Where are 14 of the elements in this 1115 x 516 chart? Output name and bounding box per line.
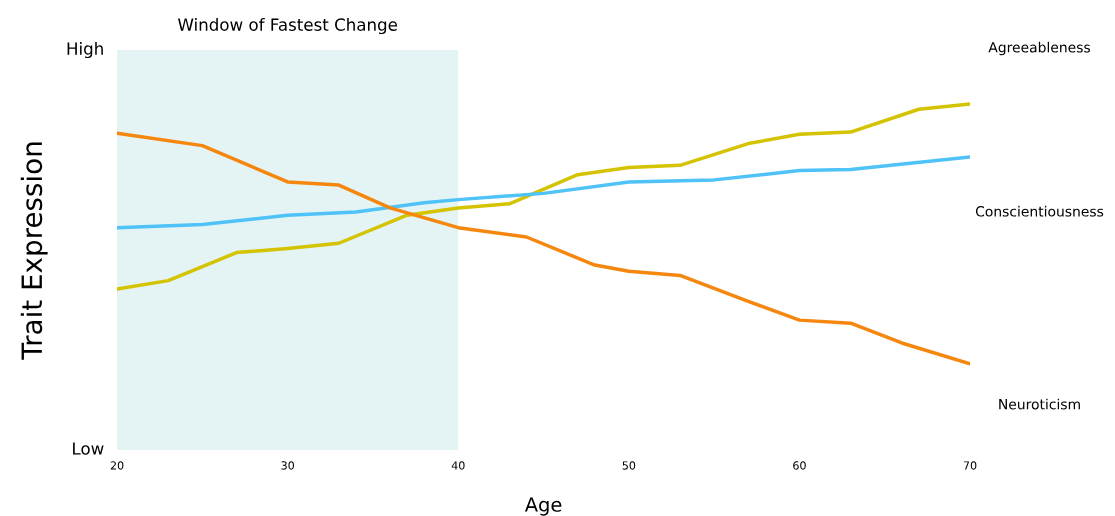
text: Agreeableness [988, 41, 1090, 56]
x-tick-label: 60 [793, 461, 806, 470]
text: Conscientiousness [975, 205, 1104, 217]
x-tick-label: 20 [110, 461, 124, 470]
text: Neuroticism [999, 398, 1080, 410]
band-label: Window of Fastest Change [178, 17, 398, 35]
x-tick-label: 40 [451, 461, 465, 470]
y-axis-title: Trait Expression [20, 142, 48, 360]
x-axis-title: Age [524, 497, 562, 516]
x-tick-label: 30 [281, 461, 294, 470]
text: Low [73, 442, 104, 455]
x-tick-label: 70 [963, 461, 977, 470]
x-tick-label: 50 [622, 461, 636, 470]
text: High [67, 41, 103, 59]
